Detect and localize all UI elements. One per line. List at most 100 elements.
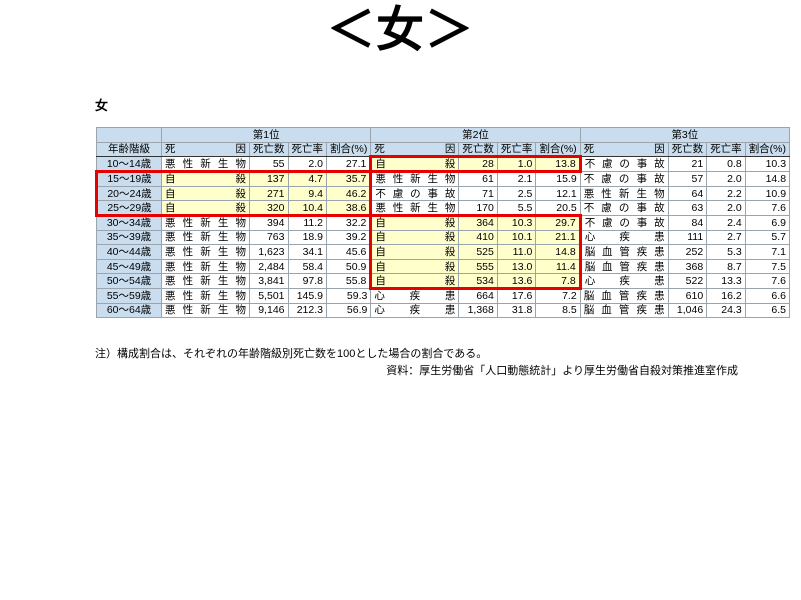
cause-cell: 悪性新生物 xyxy=(161,214,250,231)
age-cell: 30～34歳 xyxy=(96,214,162,231)
deaths-header: 死亡数 xyxy=(458,141,498,158)
rate-header: 死亡率 xyxy=(287,141,327,158)
rate-cell: 11.0 xyxy=(496,244,537,260)
cause-cell: 悪性新生物 xyxy=(370,200,460,216)
rate-cell: 11.2 xyxy=(287,214,327,231)
deaths-cell: 111 xyxy=(667,229,708,246)
table-row: 15～19歳 自殺 137 4.7 35.7 悪性新生物 61 2.1 15.9 不慮の事故 57 2… xyxy=(95,170,791,187)
table-row: 55～59歳 悪性新生物 5,501 145.9 59.3 心疾患 664 17.6 7.2 脳血… xyxy=(96,287,791,304)
age-cell: 55～59歳 xyxy=(96,287,162,304)
cause-cell: 悪性新生物 xyxy=(370,171,460,187)
pct-cell: 56.9 xyxy=(325,302,372,319)
pct-cell: 35.7 xyxy=(325,170,373,187)
cause-cell: 脳血管疾患 xyxy=(579,258,669,275)
pct-cell: 45.6 xyxy=(325,244,372,260)
age-cell: 25～29歳 xyxy=(95,200,162,217)
pct-cell: 20.5 xyxy=(535,200,581,216)
cause-cell: 自殺 xyxy=(369,273,460,290)
pct-cell: 29.7 xyxy=(535,214,582,231)
age-cell: 20～24歳 xyxy=(95,185,162,202)
pct-cell: 7.6 xyxy=(744,273,791,289)
rate-cell: 13.3 xyxy=(706,273,746,289)
deaths-cell: 3,841 xyxy=(249,273,289,289)
rate-cell: 31.8 xyxy=(496,302,537,319)
table-label: 女 xyxy=(95,98,109,113)
cause-cell: 悪性新生物 xyxy=(161,229,250,246)
page-title: ＜女＞ xyxy=(326,4,474,57)
deaths-cell: 763 xyxy=(249,229,289,246)
pct-cell: 7.2 xyxy=(535,287,581,304)
cause-cell: 悪性新生物 xyxy=(161,156,250,173)
rate-cell: 13.0 xyxy=(496,258,537,275)
pct-cell: 7.8 xyxy=(535,273,582,290)
pct-cell: 55.8 xyxy=(325,273,372,289)
cause-cell: 自殺 xyxy=(369,244,460,260)
deaths-cell: 525 xyxy=(458,244,498,260)
rate-header: 死亡率 xyxy=(706,141,746,158)
age-cell: 40～44歳 xyxy=(96,244,162,260)
pct-cell: 12.1 xyxy=(535,185,581,202)
deaths-cell: 664 xyxy=(458,287,498,304)
rate-cell: 2.4 xyxy=(706,214,746,231)
deaths-cell: 61 xyxy=(458,171,498,187)
cause-cell: 自殺 xyxy=(369,155,460,174)
rate-cell: 10.3 xyxy=(496,214,537,231)
rate-cell: 145.9 xyxy=(287,287,327,304)
table-row: 45～49歳 悪性新生物 2,484 58.4 50.9 自殺 555 13.0 11.4 脳血管… xyxy=(96,258,791,275)
pct-cell: 6.9 xyxy=(744,214,791,231)
cause-cell: 脳血管疾患 xyxy=(579,244,669,260)
pct-header: 割合(%) xyxy=(744,141,791,158)
rank-header: 第3位 xyxy=(579,127,791,143)
pct-cell: 6.5 xyxy=(744,302,791,319)
deaths-cell: 64 xyxy=(667,185,708,202)
cause-cell: 心疾患 xyxy=(370,287,460,304)
source-credit: 資料：厚生労働省「人口動態統計」より厚生労働省自殺対策推進室作成 xyxy=(386,365,738,377)
pct-cell: 5.7 xyxy=(744,229,791,246)
rate-cell: 2.0 xyxy=(706,171,746,187)
pct-cell: 7.5 xyxy=(744,258,791,275)
deaths-cell: 71 xyxy=(458,185,498,202)
rate-cell: 10.1 xyxy=(496,229,537,246)
cause-cell: 脳血管疾患 xyxy=(579,287,669,304)
cause-header: 死因 xyxy=(161,141,250,158)
rate-cell: 10.4 xyxy=(287,200,327,217)
rate-cell: 13.6 xyxy=(496,273,537,290)
cause-cell: 悪性新生物 xyxy=(161,287,250,304)
rate-cell: 2.0 xyxy=(287,156,327,173)
pct-cell: 15.9 xyxy=(535,171,581,187)
rate-cell: 2.1 xyxy=(496,171,537,187)
rate-cell: 2.5 xyxy=(496,185,537,202)
deaths-cell: 2,484 xyxy=(249,258,289,275)
deaths-cell: 1,623 xyxy=(249,244,289,260)
rate-cell: 4.7 xyxy=(287,170,327,187)
rate-cell: 9.4 xyxy=(287,185,327,202)
cause-cell: 心疾患 xyxy=(579,229,669,246)
pct-cell: 39.2 xyxy=(325,229,372,246)
cause-cell: 自殺 xyxy=(161,200,250,217)
cause-cell: 不慮の事故 xyxy=(579,214,669,231)
deaths-cell: 610 xyxy=(667,287,708,304)
deaths-cell: 410 xyxy=(458,229,498,246)
pct-cell: 27.1 xyxy=(325,156,372,173)
deaths-cell: 1,368 xyxy=(458,302,498,319)
rate-cell: 2.2 xyxy=(706,185,746,202)
corner-cell xyxy=(96,127,162,143)
cause-cell: 心疾患 xyxy=(370,302,460,319)
deaths-cell: 394 xyxy=(249,214,289,231)
cause-cell: 悪性新生物 xyxy=(161,258,250,275)
table-row: 40～44歳 悪性新生物 1,623 34.1 45.6 自殺 525 11.0 14.8 脳血管… xyxy=(96,244,791,260)
table-container: 第1位 第2位 第3位 年齢階級 死因 死亡数 死亡率 割合(%) 死因 死亡数 死亡率 割合(%) 死… xyxy=(95,127,791,319)
age-cell: 35～39歳 xyxy=(96,229,162,246)
rate-cell: 34.1 xyxy=(287,244,327,260)
age-header: 年齢階級 xyxy=(96,141,162,158)
deaths-cell: 364 xyxy=(458,214,498,231)
table-row: 35～39歳 悪性新生物 763 18.9 39.2 自殺 410 10.1 21.1 心疾患 11… xyxy=(96,229,791,246)
pct-cell: 59.3 xyxy=(325,287,372,304)
pct-cell: 7.6 xyxy=(744,200,791,216)
cause-cell: 自殺 xyxy=(161,185,250,202)
deaths-header: 死亡数 xyxy=(249,141,289,158)
cause-cell: 不慮の事故 xyxy=(579,200,669,216)
deaths-cell: 63 xyxy=(667,200,708,216)
table-row: 50～54歳 悪性新生物 3,841 97.8 55.8 自殺 534 13.6 7.8 心疾患 5… xyxy=(96,273,791,290)
